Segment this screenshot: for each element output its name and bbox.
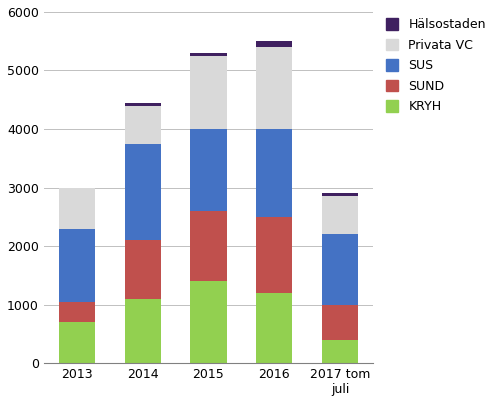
Bar: [190, 129, 227, 211]
Bar: [322, 305, 358, 340]
Bar: [256, 129, 292, 217]
Bar: [59, 322, 95, 363]
Bar: [59, 229, 95, 302]
Bar: [256, 47, 292, 129]
Bar: [124, 299, 161, 363]
Bar: [322, 193, 358, 196]
Bar: [190, 211, 227, 281]
Legend: Hälsostaden, Privata VC, SUS, SUND, KRYH: Hälsostaden, Privata VC, SUS, SUND, KRYH: [386, 18, 486, 113]
Bar: [322, 196, 358, 235]
Bar: [59, 187, 95, 229]
Bar: [124, 240, 161, 299]
Bar: [256, 217, 292, 293]
Bar: [59, 302, 95, 322]
Bar: [190, 281, 227, 363]
Bar: [190, 53, 227, 56]
Bar: [190, 56, 227, 129]
Bar: [256, 293, 292, 363]
Bar: [124, 143, 161, 240]
Bar: [124, 103, 161, 106]
Bar: [124, 106, 161, 143]
Bar: [322, 235, 358, 305]
Bar: [256, 41, 292, 47]
Bar: [322, 340, 358, 363]
